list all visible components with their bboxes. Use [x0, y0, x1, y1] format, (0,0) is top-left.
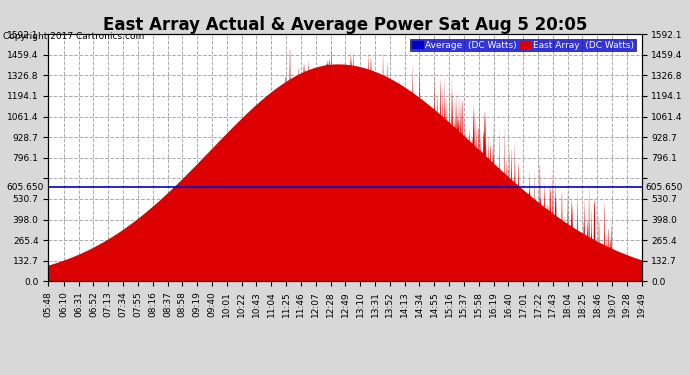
Text: 605.650: 605.650: [646, 183, 683, 192]
Text: Copyright 2017 Cartronics.com: Copyright 2017 Cartronics.com: [3, 32, 145, 41]
Text: 605.650: 605.650: [7, 183, 44, 192]
Title: East Array Actual & Average Power Sat Aug 5 20:05: East Array Actual & Average Power Sat Au…: [103, 16, 587, 34]
Legend: Average  (DC Watts), East Array  (DC Watts): Average (DC Watts), East Array (DC Watts…: [410, 39, 636, 51]
